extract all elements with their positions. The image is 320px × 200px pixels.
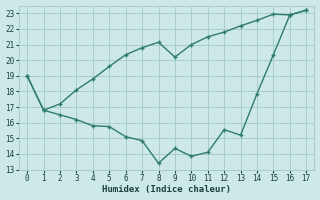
X-axis label: Humidex (Indice chaleur): Humidex (Indice chaleur) [102, 185, 231, 194]
